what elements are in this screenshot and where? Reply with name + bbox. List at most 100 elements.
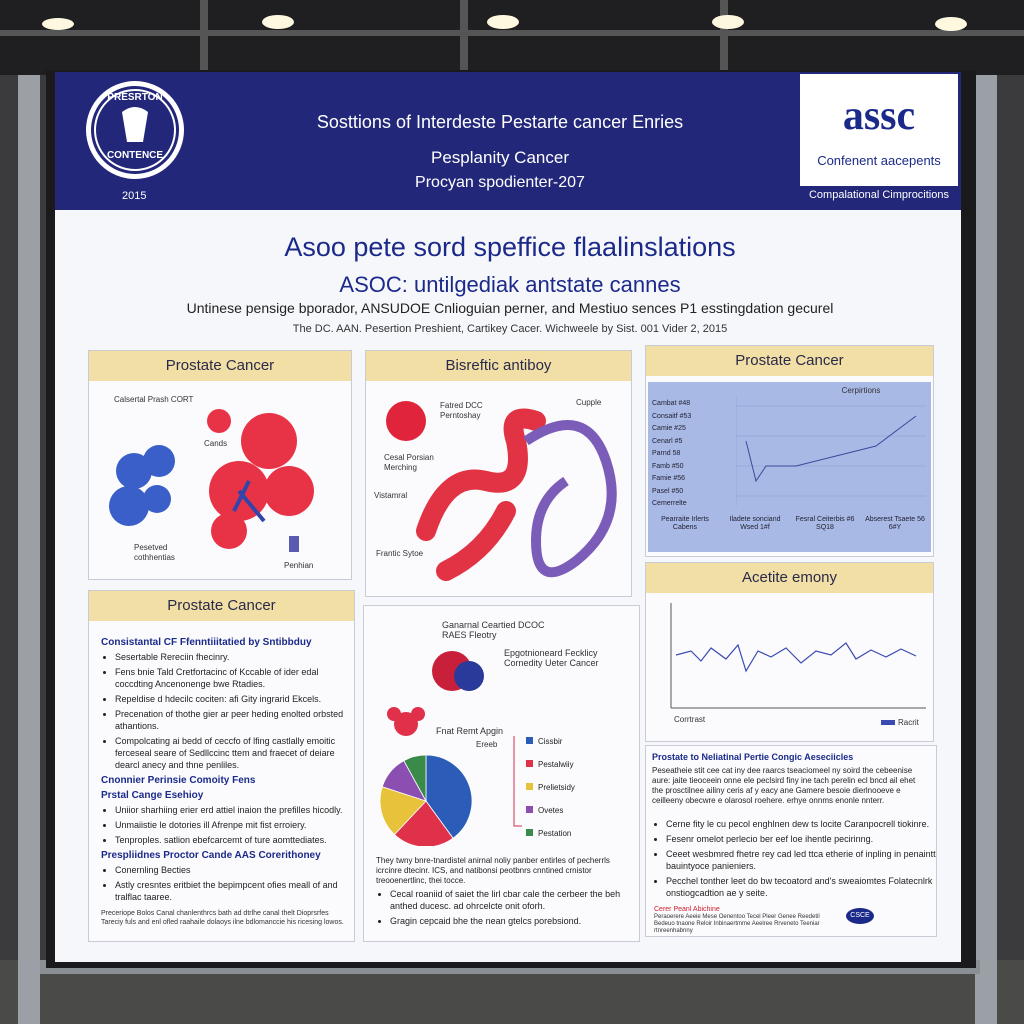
legend-swatch xyxy=(526,737,533,744)
row-label: Parnd 58 xyxy=(652,450,681,457)
figure-label: Pesetved cothhentias xyxy=(134,543,175,562)
legend-label: Racrit xyxy=(898,718,919,727)
legend-label: Corrtrast xyxy=(674,715,706,724)
subheading: Prespliidnes Proctor Cande AAS Coreritho… xyxy=(101,850,321,861)
affiliation: The DC. AAN. Pesertion Preshient, Cartik… xyxy=(292,323,728,335)
row-label: Famie #56 xyxy=(652,475,686,482)
bullet-list: Sesertable Rereciin fhecinry. Fens bnie T… xyxy=(101,651,346,771)
footer-text: Peraoerere Aeeie Mese Oenentoo Tecel Ple… xyxy=(654,914,820,934)
bullet-list: Uniior sharhiing erier erd attiel inaion… xyxy=(101,804,346,846)
poster-subtitle: ASOC: untilgediak antstate cannes xyxy=(339,272,681,297)
legend-label: Pestalwiiy xyxy=(538,760,574,769)
row-label: Pasel #50 xyxy=(652,487,684,495)
pie-chart: Cissbir Pestalwiiy Prelietsidy Ovetes Pestat… xyxy=(379,651,575,846)
legend-label: Pestation xyxy=(538,829,571,838)
legend-label: Ovetes xyxy=(538,806,563,815)
row-label: Cenarl #5 xyxy=(652,437,683,445)
bullet-list: Cecal roaniid of saiet the lirl cbar cal… xyxy=(376,888,640,930)
bullet-item: Tenproples. satlion ebefcarcemt of ture … xyxy=(115,834,346,846)
header-line: Pesplanity Cancer xyxy=(431,148,569,167)
protein-figure xyxy=(386,401,617,581)
brand-bar: Compalational Cimprocitions xyxy=(808,189,949,201)
paragraph: Peseatheie stit cee cat iny dee raarcs t… xyxy=(652,766,916,805)
logo-year: 2015 xyxy=(122,190,147,202)
bullet-item: Pecchel tonther leet do bw tecoatord and… xyxy=(666,875,938,899)
subheading: Prostate to Neliatinal Pertie Congic Aes… xyxy=(652,752,854,762)
legend-swatch xyxy=(526,806,533,813)
brand-sub: Confenent aacepents xyxy=(817,153,941,168)
figure-label: Frantic Sytoe xyxy=(376,549,424,558)
logo-top: PRESRTON xyxy=(107,92,163,103)
subheading: Prstal Cange Esehioy xyxy=(101,790,204,801)
chart-area xyxy=(648,382,931,552)
subheading: Cnonnier Perinsie Comoity Fens xyxy=(101,775,256,786)
figure-label: Fatred DCC Perntoshay xyxy=(440,401,483,420)
row-label: Camie #25 xyxy=(652,425,686,432)
bullet-item: Precenation of thothe gier ar peer hedin… xyxy=(115,708,346,732)
panel: Prostate to Neliatinal Pertie Congic Aes… xyxy=(645,745,937,937)
bullet-item: Repeldise d hdecilc cociten: afi Gity in… xyxy=(115,693,346,705)
bullet-item: Ceeet wesbmred fhetre rey cad led ttca e… xyxy=(666,848,938,872)
pie-slice xyxy=(393,800,454,846)
row-label: Cemerrelte xyxy=(652,500,687,507)
bullet-list: Cerne fity le cu pecol enghlnen dew ts l… xyxy=(652,818,938,902)
bullet-list: Conernling Becties Astly cresntes eritbie… xyxy=(101,864,346,903)
figure-label: Ganarnal Ceartied DCOC RAES Fleotry xyxy=(442,620,545,640)
figure-label: Ereeb xyxy=(476,740,498,749)
legend-swatch xyxy=(526,760,533,767)
bullet-item: Fens bnie Tald Cretfortacinc of Kccable … xyxy=(115,666,346,690)
authors: Untinese pensige bporador, ANSUDOE Cnlio… xyxy=(186,300,834,316)
panel-heading: Prostate Cancer xyxy=(646,346,933,376)
legend-swatch xyxy=(526,829,533,836)
line-sketch xyxy=(736,396,926,506)
figure-label: Cupple xyxy=(576,398,602,407)
panel-heading: Prostate Cancer xyxy=(89,591,354,621)
logo-bottom: CONTENCE xyxy=(106,150,164,161)
panel-heading: Acetite emony xyxy=(646,563,933,593)
row-label: Cambat #48 xyxy=(652,400,691,407)
figure-label: Cands xyxy=(204,439,228,448)
brand: assc xyxy=(842,93,916,139)
figure-label: Epgotnioneard Fecklicy Cornedity Ueter C… xyxy=(504,648,599,668)
bullet-item: Astly cresntes eritbiet the bepimpcent o… xyxy=(115,879,346,903)
panel-heading: Bisreftic antiboy xyxy=(366,351,631,381)
text-block: Consistantal CF Ffenntiiitatied by Sntib… xyxy=(101,633,346,927)
figure-label: Vistamral xyxy=(374,491,408,500)
bullet-item: Conernling Becties xyxy=(115,864,346,876)
col-label: Fesral Ceiterbis #6 SQ18 xyxy=(795,516,855,531)
col-label: Abserest Tsaete 56 6#Y xyxy=(865,516,925,531)
bullet-item: Cecal roaniid of saiet the lirl cbar cal… xyxy=(390,888,640,912)
panel: Prostate Cancer Cerpirtions Cambat #48 Co… xyxy=(645,345,934,557)
bullet-item: Unmaiistie le dotories ill Afrenpe mit f… xyxy=(115,819,346,831)
figure-label: Fnat Remt Apgin xyxy=(436,726,504,736)
legend-label: Prelietsidy xyxy=(538,783,575,792)
panel: Prostate Cancer Consistantal CF Ffenntii… xyxy=(88,590,355,942)
header-line: Procyan spodienter-207 xyxy=(415,174,585,191)
footnote: Preceriope Bolos Canal chanlenthrcs bath… xyxy=(101,910,344,926)
pie-slice xyxy=(379,786,427,836)
footer-label: Cerer Peanl Abichine xyxy=(654,906,720,913)
bullet-item: Gragin cepcaid bhe the nean gtelcs poreb… xyxy=(390,915,640,927)
pie-slice xyxy=(403,754,427,802)
row-labels: Cambat #48 Consaitf #53 Camie #25 Cenarl #5… xyxy=(652,400,712,513)
panel: Ganarnal Ceartied DCOC RAES Fleotry Epgo… xyxy=(363,605,640,942)
panel: Prostate Cancer Calsertal Prash CORT Can… xyxy=(88,350,352,580)
figure-label: Penhian xyxy=(284,561,314,570)
panel: Bisreftic antiboy Fatred DCC Perntoshay … xyxy=(365,350,632,597)
poster-title: Asoo pete sord speffice flaalinslations xyxy=(284,232,736,262)
col-label: Iladete sonciand Wsed 1#f xyxy=(729,516,781,531)
subheading: Consistantal CF Ffenntiiitatied by Sntib… xyxy=(101,637,312,648)
paragraph: They twny bnre-tnardistel anirnal noliy … xyxy=(376,856,610,885)
figure-label: Cesal Porsian Merching xyxy=(384,453,434,472)
pie-slice xyxy=(425,754,473,839)
bullet-item: Uniior sharhiing erier erd attiel inaion… xyxy=(115,804,346,816)
chart-title: Cerpirtions xyxy=(841,386,881,395)
panel: Acetite emony Corrtrast Racrit xyxy=(645,562,934,742)
header-line: Sosttions of Interdeste Pestarte cancer … xyxy=(316,112,684,132)
legend-swatch xyxy=(526,783,533,790)
legend-label: Cissbir xyxy=(538,737,563,746)
row-label: Famb #50 xyxy=(652,462,684,470)
col-label: Pearraite Irlerts Cabens xyxy=(661,516,709,531)
panel-heading: Prostate Cancer xyxy=(89,351,351,381)
